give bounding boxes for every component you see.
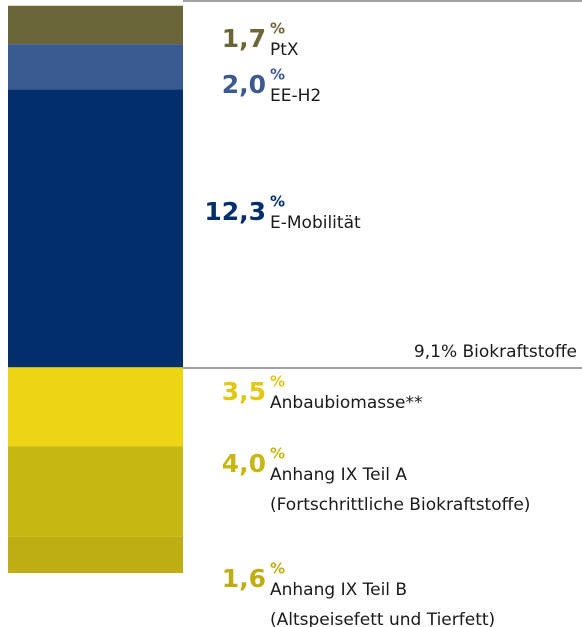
unit-label: % bbox=[270, 193, 285, 211]
bar-segment bbox=[8, 367, 183, 447]
value-label: 2,0 bbox=[222, 70, 266, 99]
category-note: (Fortschrittliche Biokraftstoffe) bbox=[270, 495, 530, 515]
unit-label: % bbox=[270, 560, 285, 578]
value-label: 12,3 bbox=[204, 197, 266, 226]
value-label: 3,5 bbox=[222, 377, 266, 406]
value-label: 1,7 bbox=[222, 24, 266, 53]
unit-label: % bbox=[270, 373, 285, 391]
category-label: Anhang IX Teil B bbox=[270, 580, 407, 600]
category-label: PtX bbox=[270, 40, 299, 60]
unit-label: % bbox=[270, 20, 285, 38]
value-label: 4,0 bbox=[222, 449, 266, 478]
category-label: Anbaubiomasse** bbox=[270, 393, 422, 413]
bar-segment bbox=[8, 44, 183, 90]
unit-label: % bbox=[270, 445, 285, 463]
bar-segment bbox=[8, 536, 183, 573]
bar-segment bbox=[8, 446, 183, 537]
category-label: E-Mobilität bbox=[270, 213, 361, 233]
category-label: EE-H2 bbox=[270, 86, 321, 106]
category-note: (Altspeisefett und Tierfett) bbox=[270, 610, 495, 627]
unit-label: % bbox=[270, 66, 285, 84]
category-label: Anhang IX Teil A bbox=[270, 465, 407, 485]
bar-segment bbox=[8, 89, 183, 368]
value-label: 1,6 bbox=[222, 564, 266, 593]
annotation: 9,1% Biokraftstoffe bbox=[414, 342, 577, 362]
bar-segment bbox=[8, 5, 183, 45]
